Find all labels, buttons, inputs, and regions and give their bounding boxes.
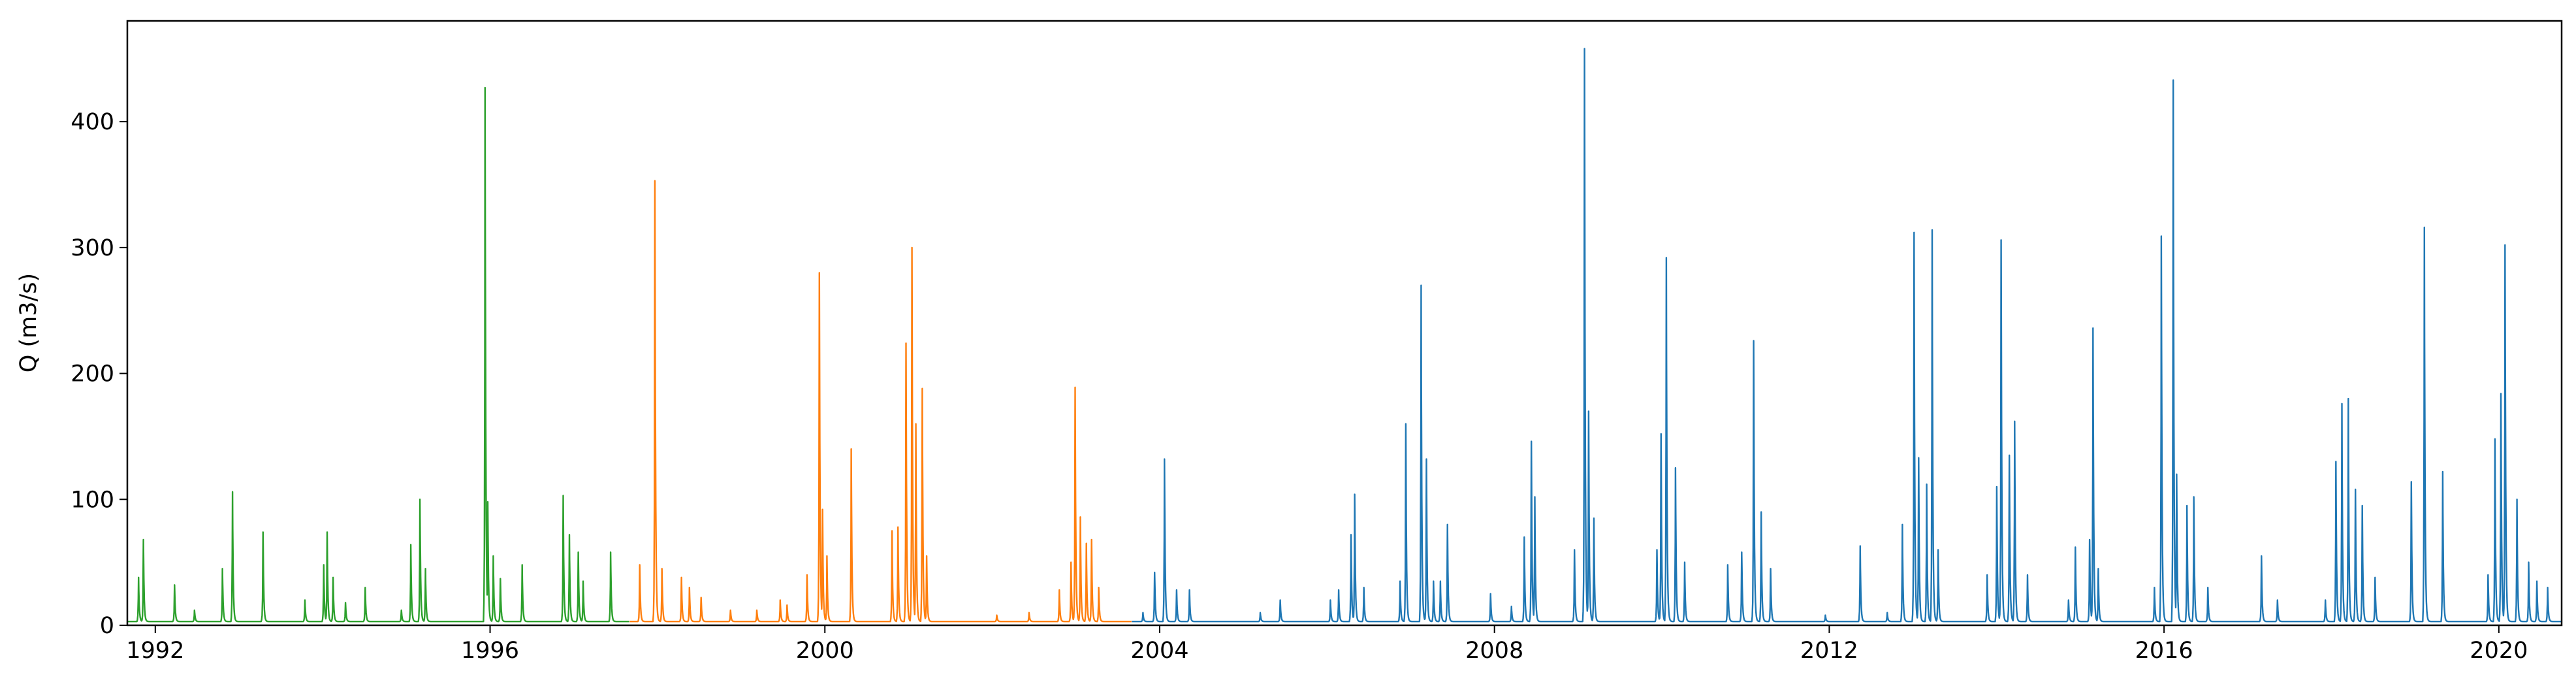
y-tick-label: 0: [100, 613, 114, 639]
series-line-3: [1131, 48, 2562, 623]
x-tick-label: 2012: [1800, 638, 1858, 664]
x-tick-label: 2020: [2470, 638, 2528, 664]
x-tick-label: 2008: [1465, 638, 1523, 664]
y-axis: 0 100 200 300 400: [71, 109, 127, 639]
plot-frame: [126, 20, 2563, 627]
y-tick-label: 400: [71, 109, 114, 135]
series-layer: [127, 48, 2562, 623]
x-tick-label: 2016: [2135, 638, 2193, 664]
y-tick-label: 100: [71, 487, 114, 513]
x-tick-label: 2000: [796, 638, 854, 664]
y-axis-title: Q (m3/s): [16, 273, 42, 372]
x-tick-label: 1996: [461, 638, 519, 664]
x-tick-label: 2004: [1130, 638, 1188, 664]
series-line-1: [127, 86, 629, 623]
y-tick-label: 200: [71, 361, 114, 387]
series-line-2: [629, 180, 1132, 623]
x-axis: 1992 1996 2000 2004 2008 2012 2016 2020: [126, 625, 2528, 664]
x-tick-label: 1992: [126, 638, 184, 664]
y-tick-label: 300: [71, 235, 114, 261]
